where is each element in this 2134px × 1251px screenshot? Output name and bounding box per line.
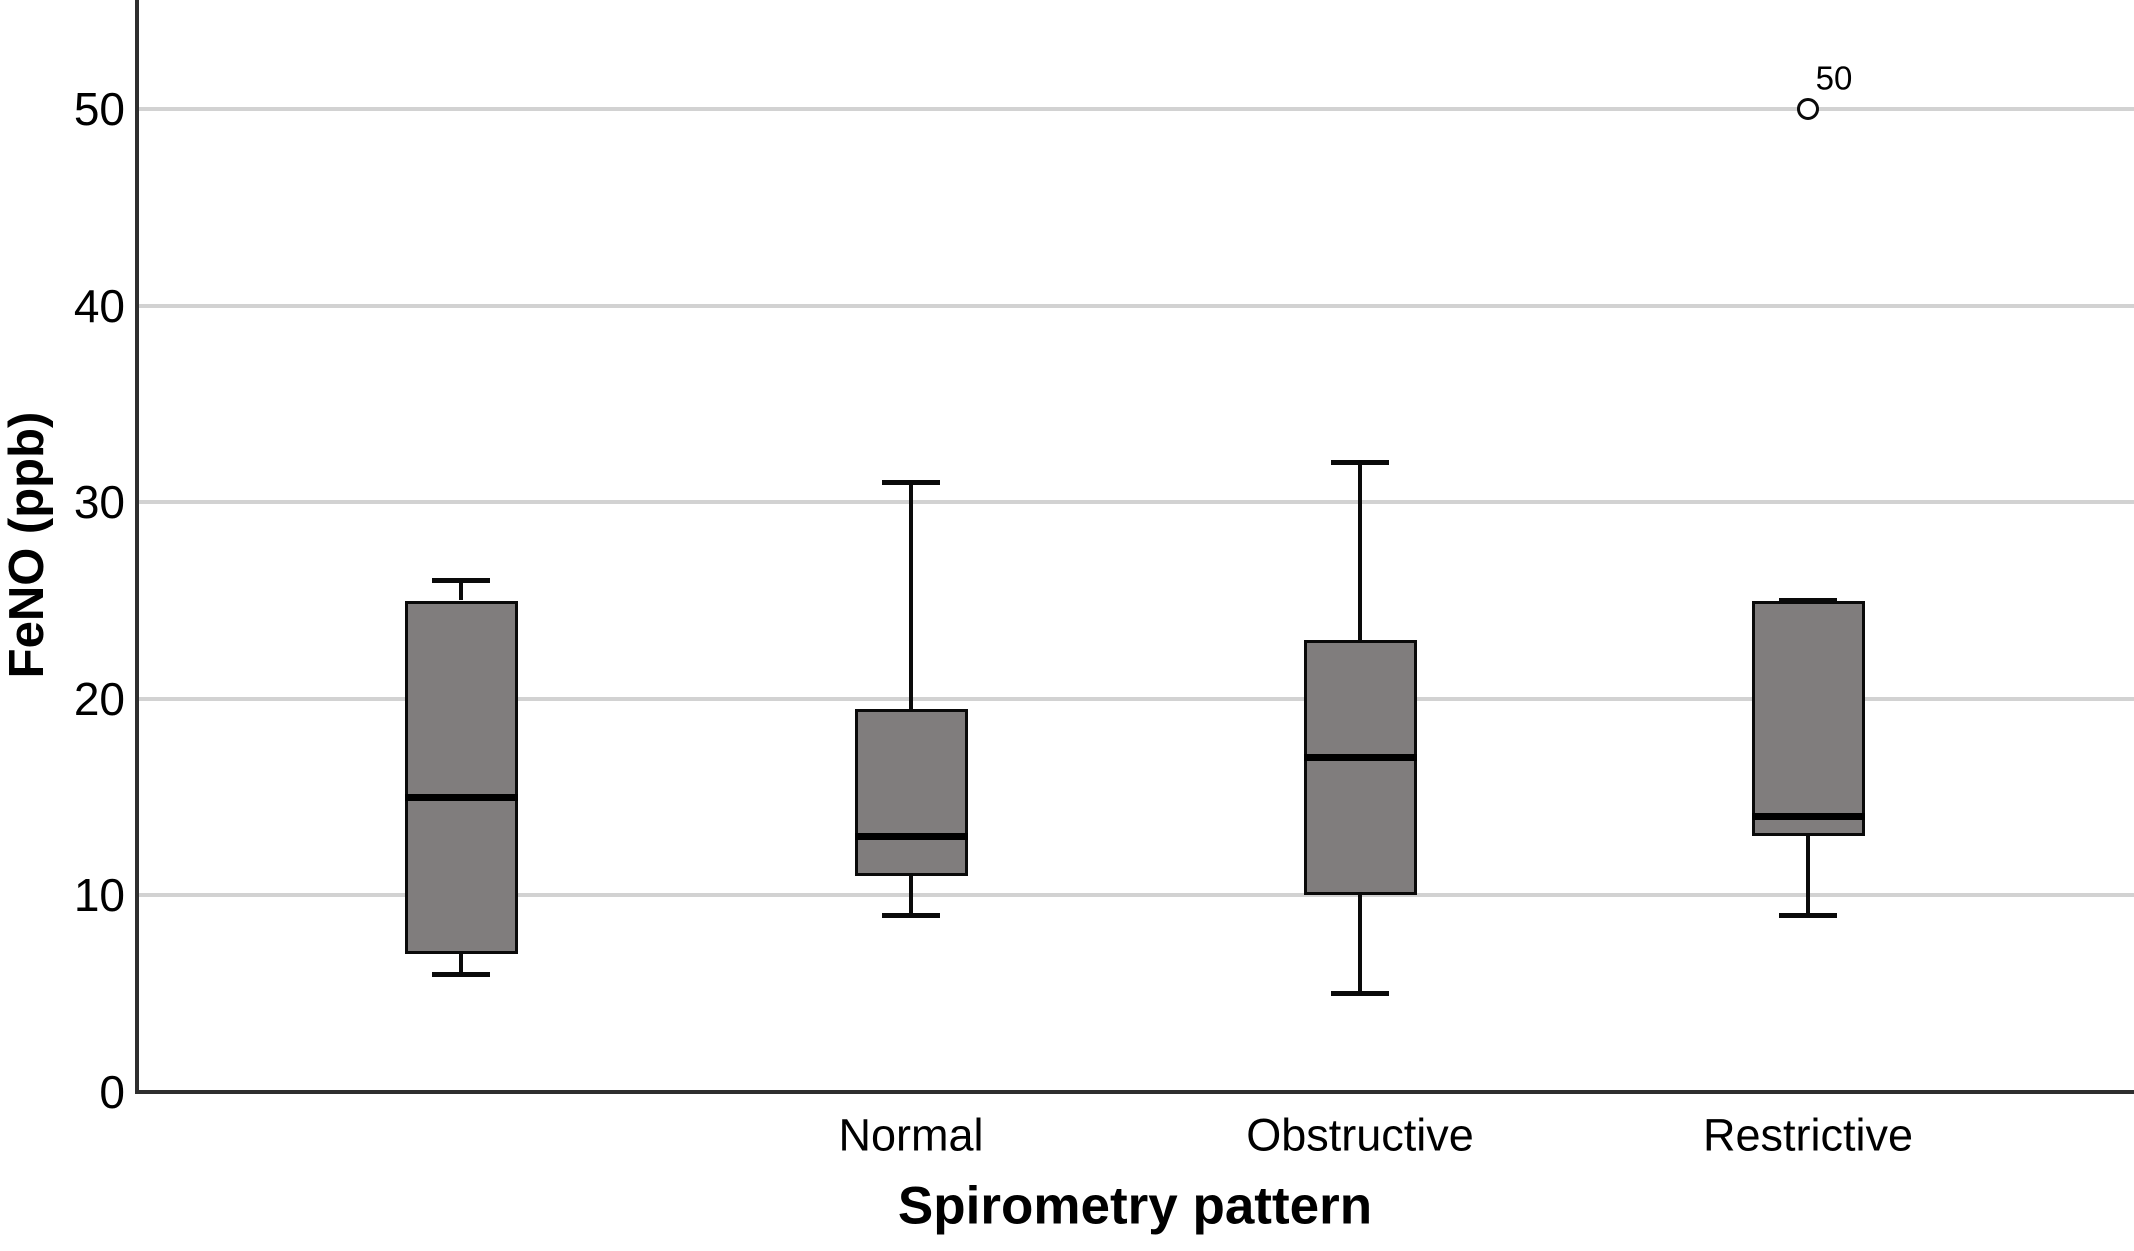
outlier-point-restrictive [1797,98,1819,120]
box-obstructive [1303,639,1417,896]
x-axis-line [135,1090,2134,1094]
median-line-unlabeled [404,793,518,801]
upper-whisker-stem-unlabeled [459,580,463,601]
lower-whisker-cap-restrictive [1779,912,1837,918]
upper-whisker-cap-obstructive [1331,460,1389,466]
y-tick-label-40: 40 [73,279,125,332]
box-restrictive [1751,600,1865,837]
y-tick-label-10: 10 [73,869,125,922]
box-unlabeled [404,600,518,955]
outlier-label-restrictive: 50 [1815,59,1853,97]
lower-whisker-cap-unlabeled [432,971,490,977]
x-category-label-normal: Normal [838,1109,984,1161]
y-tick-label-0: 0 [99,1066,125,1118]
upper-whisker-stem-obstructive [1358,462,1362,640]
box-normal [854,708,968,876]
gridline-30 [137,500,2134,505]
y-axis-line [135,0,139,1092]
gridline-50 [137,107,2134,111]
upper-whisker-stem-normal [909,482,913,709]
y-tick-label-30: 30 [73,476,125,529]
gridline-10 [137,893,2134,898]
median-line-obstructive [1303,754,1417,762]
lower-whisker-stem-restrictive [1806,836,1810,916]
median-line-normal [854,832,968,840]
upper-whisker-cap-normal [882,480,940,486]
y-tick-label-20: 20 [73,672,125,725]
lower-whisker-stem-obstructive [1358,895,1362,994]
lower-whisker-stem-normal [909,875,913,916]
upper-whisker-cap-unlabeled [432,578,490,584]
x-category-label-obstructive: Obstructive [1246,1109,1474,1161]
lower-whisker-stem-unlabeled [459,954,463,975]
y-tick-label-50: 50 [73,83,125,135]
lower-whisker-cap-obstructive [1331,991,1389,997]
lower-whisker-cap-normal [882,912,940,918]
x-axis-title: Spirometry pattern [897,1176,1373,1236]
gridline-40 [137,303,2134,308]
gridline-20 [137,696,2134,701]
median-line-restrictive [1751,813,1865,821]
x-category-label-restrictive: Restrictive [1702,1109,1914,1161]
y-axis-title: FeNO (ppb) [0,411,54,679]
